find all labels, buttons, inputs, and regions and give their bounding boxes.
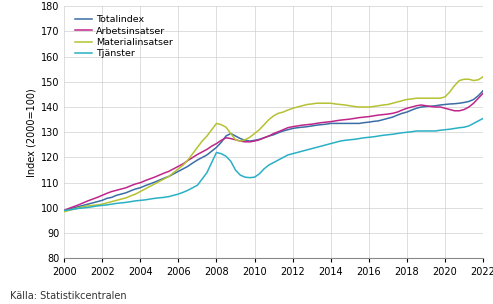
- Arbetsinsatser: [276, 130, 282, 133]
- Tjänster: [113, 202, 119, 205]
- Materialinsatser: [480, 75, 486, 78]
- Legend: Totalindex, Arbetsinsatser, Materialinsatser, Tjänster: Totalindex, Arbetsinsatser, Materialinsa…: [73, 13, 175, 60]
- Tjänster: [276, 158, 282, 162]
- Arbetsinsatser: [61, 209, 67, 212]
- Arbetsinsatser: [480, 91, 486, 95]
- Y-axis label: Index (2000=100): Index (2000=100): [27, 88, 36, 177]
- Arbetsinsatser: [113, 188, 119, 192]
- Text: Källa: Statistikcentralen: Källa: Statistikcentralen: [10, 291, 127, 301]
- Totalindex: [61, 209, 67, 212]
- Tjänster: [432, 129, 438, 133]
- Totalindex: [480, 89, 486, 92]
- Materialinsatser: [432, 96, 438, 100]
- Tjänster: [147, 197, 153, 201]
- Arbetsinsatser: [104, 192, 110, 195]
- Line: Arbetsinsatser: Arbetsinsatser: [64, 93, 483, 210]
- Arbetsinsatser: [223, 136, 229, 140]
- Totalindex: [276, 131, 282, 135]
- Arbetsinsatser: [432, 105, 438, 109]
- Line: Totalindex: Totalindex: [64, 91, 483, 210]
- Materialinsatser: [147, 185, 153, 188]
- Line: Tjänster: Tjänster: [64, 118, 483, 210]
- Totalindex: [223, 134, 229, 138]
- Totalindex: [147, 182, 153, 186]
- Tjänster: [104, 203, 110, 207]
- Materialinsatser: [104, 201, 110, 205]
- Arbetsinsatser: [147, 177, 153, 181]
- Materialinsatser: [276, 112, 282, 115]
- Totalindex: [113, 193, 119, 197]
- Tjänster: [61, 209, 67, 212]
- Totalindex: [104, 196, 110, 200]
- Totalindex: [432, 104, 438, 108]
- Tjänster: [480, 116, 486, 120]
- Materialinsatser: [113, 199, 119, 202]
- Tjänster: [223, 154, 229, 158]
- Line: Materialinsatser: Materialinsatser: [64, 77, 483, 212]
- Materialinsatser: [223, 125, 229, 129]
- Materialinsatser: [61, 210, 67, 213]
